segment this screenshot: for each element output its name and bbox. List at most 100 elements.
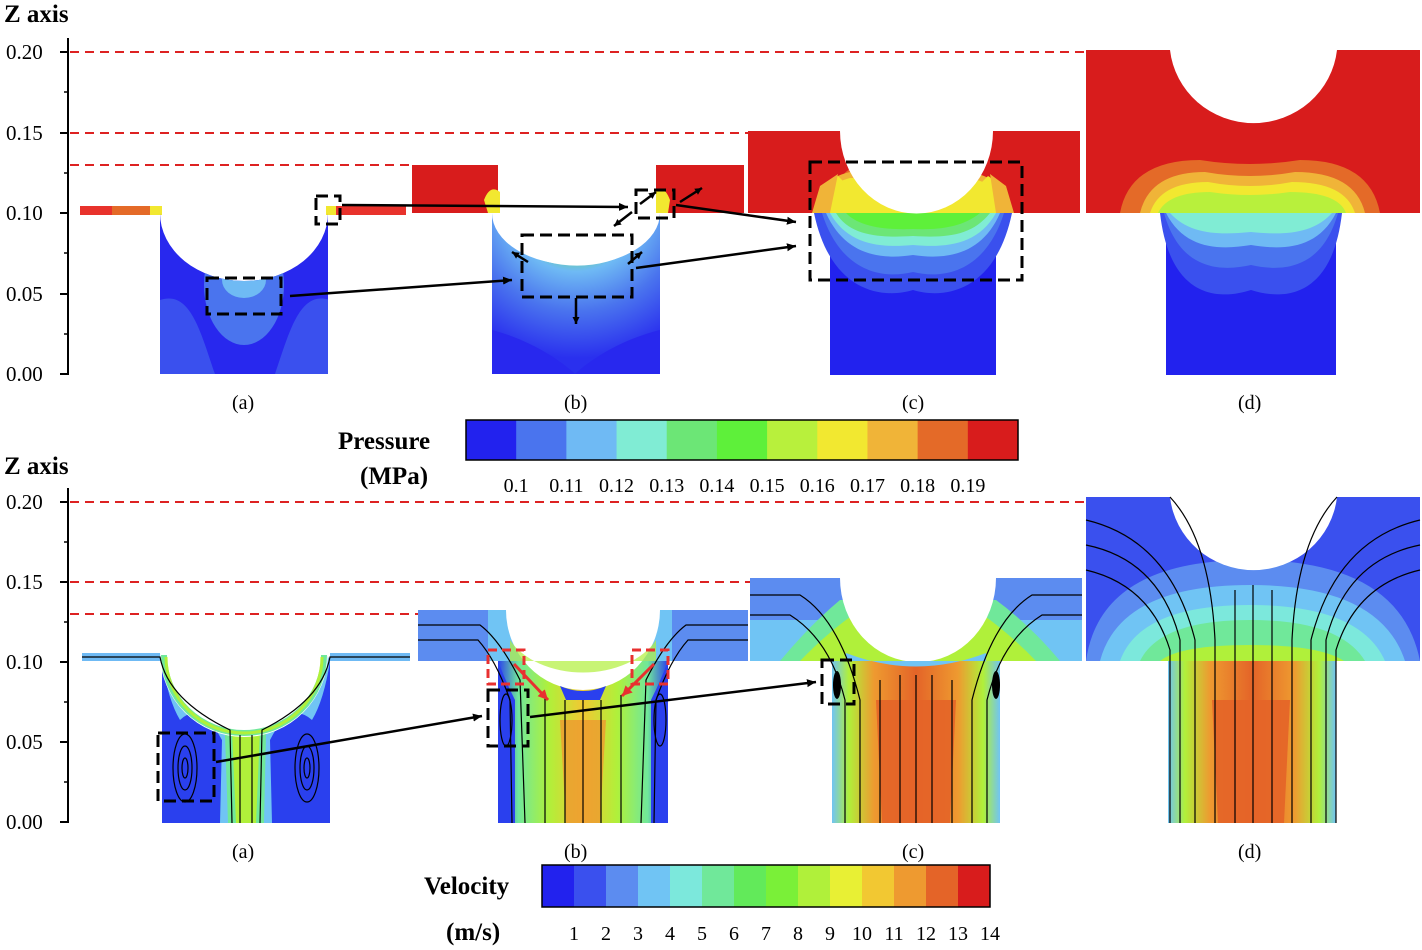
velocity-colorbar-swatch [606, 865, 639, 907]
pressure-label-c: (c) [902, 392, 924, 414]
pressure-reference-lines [70, 51, 1086, 166]
velocity-red-boxes [486, 648, 670, 686]
pressure-annotations [205, 160, 1024, 316]
pressure-tick-label: 0.20 [6, 40, 43, 64]
velocity-colorbar-value: 3 [633, 923, 643, 945]
pressure-geometry-c [748, 131, 1080, 375]
velocity-colorbar-value: 14 [980, 923, 1000, 945]
velocity-arrows [215, 679, 817, 764]
velocity-colorbar-swatch [798, 865, 831, 907]
pressure-tick-label: 0.15 [6, 121, 43, 145]
pressure-colorbar-value: 0.18 [900, 475, 935, 497]
pressure-colorbar-value: 0.14 [699, 475, 734, 497]
velocity-colorbar-swatch [702, 865, 735, 907]
pressure-colorbar-swatch [767, 420, 818, 460]
pressure-arrows [289, 186, 797, 324]
velocity-red-arrows [512, 662, 656, 702]
velocity-colorbar-swatch [894, 865, 927, 907]
pressure-colorbar-swatch [817, 420, 868, 460]
pressure-colorbar-swatch [967, 420, 1019, 460]
velocity-colorbar-swatch [670, 865, 703, 907]
pressure-colorbar-swatch [616, 420, 668, 460]
velocity-colorbar-value: 4 [665, 923, 675, 945]
pressure-colorbar-value: 0.19 [950, 475, 985, 497]
pressure-geometry-b [412, 165, 744, 374]
velocity-geometry-a [82, 653, 410, 824]
pressure-colorbar-swatch [867, 420, 919, 460]
velocity-tick-label: 0.10 [6, 650, 43, 674]
pressure-colorbar-value: 0.17 [850, 475, 885, 497]
pressure-tick-label: 0.05 [6, 282, 43, 306]
pressure-colorbar-unit: (MPa) [360, 463, 428, 490]
velocity-geometry-b [418, 610, 748, 824]
velocity-tick-label: 0.05 [6, 730, 43, 754]
pressure-panel: Z axis 0.20 0.15 0.10 0.05 0.00 [4, 1, 1420, 497]
velocity-label-b: (b) [564, 841, 587, 863]
velocity-annotations [156, 658, 856, 803]
velocity-colorbar-value: 5 [697, 923, 707, 945]
velocity-colorbar-value: 7 [761, 923, 771, 945]
velocity-colorbar-swatch [862, 865, 895, 907]
pressure-colorbar-swatch [666, 420, 718, 460]
velocity-colorbar-value: 13 [948, 923, 968, 945]
velocity-colorbar-swatch [766, 865, 799, 907]
velocity-colorbar-value: 9 [825, 923, 835, 945]
velocity-axis-title: Z axis [4, 453, 69, 480]
pressure-geometry-a [80, 206, 406, 374]
velocity-colorbar-swatch [830, 865, 863, 907]
velocity-colorbar-value: 8 [793, 923, 803, 945]
pressure-colorbar-title: Pressure [338, 428, 430, 455]
velocity-colorbar-value: 1 [569, 923, 579, 945]
pressure-colorbar-value: 0.12 [599, 475, 634, 497]
velocity-colorbar-swatch [958, 865, 991, 907]
velocity-colorbar: Velocity (m/s) 1 2 3 4 5 6 7 8 9 10 11 12 13 14 [424, 864, 1000, 946]
velocity-geometry-d [1085, 496, 1421, 823]
velocity-colorbar-frame [541, 864, 991, 908]
velocity-colorbar-value: 10 [852, 923, 872, 945]
pressure-colorbar-swatch [566, 420, 618, 460]
pressure-colorbar-value: 0.11 [549, 475, 583, 497]
pressure-colorbar-labels: 0.1 0.11 0.12 0.13 0.14 0.15 0.16 0.17 0.18 0.19 [504, 475, 986, 497]
velocity-reference-lines [70, 501, 1086, 615]
velocity-colorbar-value: 6 [729, 923, 739, 945]
velocity-tick-label: 0.15 [6, 570, 43, 594]
velocity-colorbar-labels: 1 2 3 4 5 6 7 8 9 10 11 12 13 14 [569, 923, 1000, 945]
velocity-colorbar-swatch [574, 865, 607, 907]
pressure-label-a: (a) [232, 392, 254, 414]
pressure-colorbar-swatch [716, 420, 768, 460]
pressure-colorbar-value: 0.1 [504, 475, 529, 497]
velocity-colorbar-swatch [734, 865, 767, 907]
velocity-colorbar-swatches [541, 864, 991, 908]
pressure-label-d: (d) [1238, 392, 1261, 414]
velocity-y-ticks: 0.20 0.15 0.10 0.05 0.00 [6, 490, 68, 834]
velocity-geometry-c [750, 578, 1082, 823]
pressure-colorbar-value: 0.15 [750, 475, 785, 497]
pressure-colorbar-swatch [466, 420, 517, 460]
pressure-colorbar-value: 0.16 [800, 475, 835, 497]
velocity-panel: Z axis 0.20 0.15 0.10 0.05 0.00 [4, 453, 1421, 946]
velocity-colorbar-unit: (m/s) [446, 919, 500, 946]
velocity-colorbar-value: 2 [601, 923, 611, 945]
pressure-colorbar-value: 0.13 [649, 475, 684, 497]
pressure-colorbar-swatch [917, 420, 969, 460]
velocity-label-d: (d) [1238, 841, 1261, 863]
velocity-label-c: (c) [902, 841, 924, 863]
pressure-axis-title: Z axis [4, 1, 69, 28]
velocity-colorbar-swatch [926, 865, 959, 907]
velocity-tick-label: 0.20 [6, 490, 43, 514]
pressure-y-ticks: 0.20 0.15 0.10 0.05 0.00 [6, 40, 68, 386]
velocity-label-a: (a) [232, 841, 254, 863]
velocity-tick-label: 0.00 [6, 810, 43, 834]
pressure-tick-label: 0.10 [6, 201, 43, 225]
pressure-colorbar-swatches [465, 419, 1019, 461]
pressure-colorbar-frame [465, 419, 1019, 461]
pressure-geometry-d [1086, 50, 1420, 375]
velocity-colorbar-swatch [638, 865, 671, 907]
pressure-label-b: (b) [564, 392, 587, 414]
pressure-colorbar: Pressure (MPa) 0.1 0.11 0.12 0.13 0.14 0.15 0.… [338, 419, 1019, 497]
velocity-colorbar-value: 11 [884, 923, 903, 945]
pressure-colorbar-swatch [516, 420, 567, 460]
pressure-tick-label: 0.00 [6, 362, 43, 386]
velocity-colorbar-value: 12 [916, 923, 936, 945]
